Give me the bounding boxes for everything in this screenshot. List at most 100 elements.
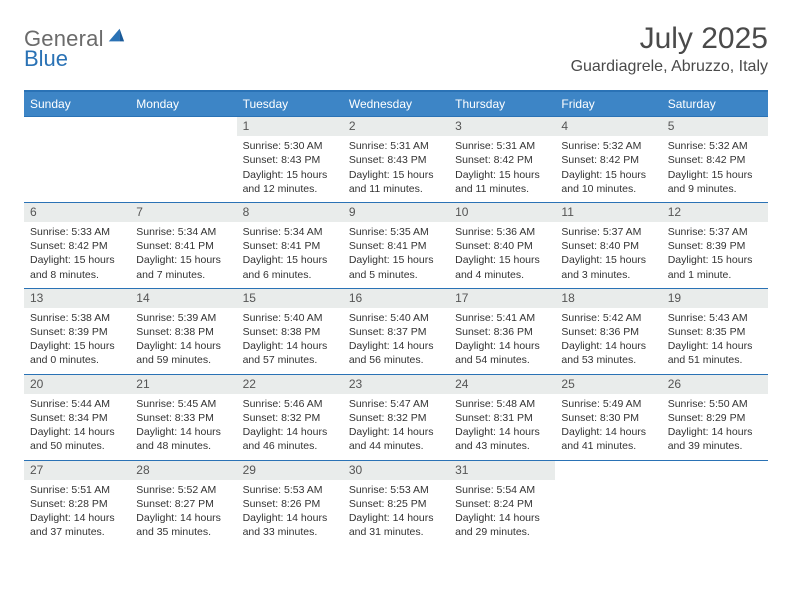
day-cell: 24Sunrise: 5:48 AMSunset: 8:31 PMDayligh… bbox=[449, 375, 555, 460]
daylight-text: Daylight: 15 hours and 0 minutes. bbox=[30, 339, 124, 367]
day-details: Sunrise: 5:39 AMSunset: 8:38 PMDaylight:… bbox=[130, 308, 236, 374]
day-cell: 14Sunrise: 5:39 AMSunset: 8:38 PMDayligh… bbox=[130, 289, 236, 374]
sunrise-text: Sunrise: 5:54 AM bbox=[455, 483, 549, 497]
day-number: 12 bbox=[662, 203, 768, 222]
day-cell: 19Sunrise: 5:43 AMSunset: 8:35 PMDayligh… bbox=[662, 289, 768, 374]
sunset-text: Sunset: 8:28 PM bbox=[30, 497, 124, 511]
daylight-text: Daylight: 15 hours and 8 minutes. bbox=[30, 253, 124, 281]
day-details: Sunrise: 5:37 AMSunset: 8:39 PMDaylight:… bbox=[662, 222, 768, 288]
day-number: 6 bbox=[24, 203, 130, 222]
sunset-text: Sunset: 8:40 PM bbox=[561, 239, 655, 253]
day-number: 13 bbox=[24, 289, 130, 308]
dayhead-sun: Sunday bbox=[24, 92, 130, 116]
day-details: Sunrise: 5:38 AMSunset: 8:39 PMDaylight:… bbox=[24, 308, 130, 374]
sunset-text: Sunset: 8:37 PM bbox=[349, 325, 443, 339]
day-details: Sunrise: 5:42 AMSunset: 8:36 PMDaylight:… bbox=[555, 308, 661, 374]
day-number: 22 bbox=[237, 375, 343, 394]
day-details: Sunrise: 5:31 AMSunset: 8:42 PMDaylight:… bbox=[449, 136, 555, 202]
sunset-text: Sunset: 8:39 PM bbox=[30, 325, 124, 339]
day-cell bbox=[555, 461, 661, 546]
sunrise-text: Sunrise: 5:52 AM bbox=[136, 483, 230, 497]
day-details: Sunrise: 5:46 AMSunset: 8:32 PMDaylight:… bbox=[237, 394, 343, 460]
day-details: Sunrise: 5:51 AMSunset: 8:28 PMDaylight:… bbox=[24, 480, 130, 546]
day-details: Sunrise: 5:43 AMSunset: 8:35 PMDaylight:… bbox=[662, 308, 768, 374]
sunrise-text: Sunrise: 5:43 AM bbox=[668, 311, 762, 325]
day-details: Sunrise: 5:48 AMSunset: 8:31 PMDaylight:… bbox=[449, 394, 555, 460]
day-number: 10 bbox=[449, 203, 555, 222]
week-row: 1Sunrise: 5:30 AMSunset: 8:43 PMDaylight… bbox=[24, 116, 768, 202]
dayhead-mon: Monday bbox=[130, 92, 236, 116]
sunset-text: Sunset: 8:42 PM bbox=[455, 153, 549, 167]
day-details: Sunrise: 5:41 AMSunset: 8:36 PMDaylight:… bbox=[449, 308, 555, 374]
day-details: Sunrise: 5:34 AMSunset: 8:41 PMDaylight:… bbox=[130, 222, 236, 288]
day-cell: 4Sunrise: 5:32 AMSunset: 8:42 PMDaylight… bbox=[555, 117, 661, 202]
day-number: 18 bbox=[555, 289, 661, 308]
sunrise-text: Sunrise: 5:53 AM bbox=[349, 483, 443, 497]
sunrise-text: Sunrise: 5:31 AM bbox=[349, 139, 443, 153]
sunset-text: Sunset: 8:24 PM bbox=[455, 497, 549, 511]
day-details: Sunrise: 5:31 AMSunset: 8:43 PMDaylight:… bbox=[343, 136, 449, 202]
day-details: Sunrise: 5:40 AMSunset: 8:38 PMDaylight:… bbox=[237, 308, 343, 374]
day-cell: 1Sunrise: 5:30 AMSunset: 8:43 PMDaylight… bbox=[237, 117, 343, 202]
daylight-text: Daylight: 15 hours and 3 minutes. bbox=[561, 253, 655, 281]
sunset-text: Sunset: 8:42 PM bbox=[561, 153, 655, 167]
daylight-text: Daylight: 14 hours and 59 minutes. bbox=[136, 339, 230, 367]
daylight-text: Daylight: 14 hours and 35 minutes. bbox=[136, 511, 230, 539]
sunset-text: Sunset: 8:41 PM bbox=[243, 239, 337, 253]
week-row: 6Sunrise: 5:33 AMSunset: 8:42 PMDaylight… bbox=[24, 202, 768, 288]
daylight-text: Daylight: 14 hours and 46 minutes. bbox=[243, 425, 337, 453]
sunrise-text: Sunrise: 5:44 AM bbox=[30, 397, 124, 411]
day-cell: 11Sunrise: 5:37 AMSunset: 8:40 PMDayligh… bbox=[555, 203, 661, 288]
day-cell: 7Sunrise: 5:34 AMSunset: 8:41 PMDaylight… bbox=[130, 203, 236, 288]
calendar: Sunday Monday Tuesday Wednesday Thursday… bbox=[24, 90, 768, 545]
day-number: 2 bbox=[343, 117, 449, 136]
week-row: 27Sunrise: 5:51 AMSunset: 8:28 PMDayligh… bbox=[24, 460, 768, 546]
day-number: 20 bbox=[24, 375, 130, 394]
dayhead-sat: Saturday bbox=[662, 92, 768, 116]
sunset-text: Sunset: 8:41 PM bbox=[136, 239, 230, 253]
day-cell: 9Sunrise: 5:35 AMSunset: 8:41 PMDaylight… bbox=[343, 203, 449, 288]
daylight-text: Daylight: 14 hours and 53 minutes. bbox=[561, 339, 655, 367]
day-number: 26 bbox=[662, 375, 768, 394]
day-cell: 22Sunrise: 5:46 AMSunset: 8:32 PMDayligh… bbox=[237, 375, 343, 460]
sunrise-text: Sunrise: 5:46 AM bbox=[243, 397, 337, 411]
day-number: 11 bbox=[555, 203, 661, 222]
day-details: Sunrise: 5:34 AMSunset: 8:41 PMDaylight:… bbox=[237, 222, 343, 288]
day-cell: 8Sunrise: 5:34 AMSunset: 8:41 PMDaylight… bbox=[237, 203, 343, 288]
day-cell: 21Sunrise: 5:45 AMSunset: 8:33 PMDayligh… bbox=[130, 375, 236, 460]
day-details: Sunrise: 5:36 AMSunset: 8:40 PMDaylight:… bbox=[449, 222, 555, 288]
sunrise-text: Sunrise: 5:35 AM bbox=[349, 225, 443, 239]
daylight-text: Daylight: 14 hours and 41 minutes. bbox=[561, 425, 655, 453]
day-number bbox=[662, 461, 768, 467]
sunrise-text: Sunrise: 5:51 AM bbox=[30, 483, 124, 497]
daylight-text: Daylight: 15 hours and 11 minutes. bbox=[455, 168, 549, 196]
sunset-text: Sunset: 8:38 PM bbox=[136, 325, 230, 339]
day-number bbox=[24, 117, 130, 123]
day-cell: 6Sunrise: 5:33 AMSunset: 8:42 PMDaylight… bbox=[24, 203, 130, 288]
day-cell bbox=[130, 117, 236, 202]
daylight-text: Daylight: 15 hours and 9 minutes. bbox=[668, 168, 762, 196]
day-cell: 3Sunrise: 5:31 AMSunset: 8:42 PMDaylight… bbox=[449, 117, 555, 202]
day-cell: 16Sunrise: 5:40 AMSunset: 8:37 PMDayligh… bbox=[343, 289, 449, 374]
sunrise-text: Sunrise: 5:36 AM bbox=[455, 225, 549, 239]
sunset-text: Sunset: 8:29 PM bbox=[668, 411, 762, 425]
sunset-text: Sunset: 8:26 PM bbox=[243, 497, 337, 511]
daylight-text: Daylight: 14 hours and 50 minutes. bbox=[30, 425, 124, 453]
location-text: Guardiagrele, Abruzzo, Italy bbox=[571, 58, 768, 76]
sail-icon bbox=[107, 27, 125, 45]
dayhead-wed: Wednesday bbox=[343, 92, 449, 116]
day-cell: 28Sunrise: 5:52 AMSunset: 8:27 PMDayligh… bbox=[130, 461, 236, 546]
day-number: 30 bbox=[343, 461, 449, 480]
sunrise-text: Sunrise: 5:50 AM bbox=[668, 397, 762, 411]
day-details: Sunrise: 5:40 AMSunset: 8:37 PMDaylight:… bbox=[343, 308, 449, 374]
daylight-text: Daylight: 15 hours and 10 minutes. bbox=[561, 168, 655, 196]
daylight-text: Daylight: 14 hours and 33 minutes. bbox=[243, 511, 337, 539]
daylight-text: Daylight: 15 hours and 1 minute. bbox=[668, 253, 762, 281]
sunrise-text: Sunrise: 5:39 AM bbox=[136, 311, 230, 325]
sunset-text: Sunset: 8:42 PM bbox=[668, 153, 762, 167]
sunrise-text: Sunrise: 5:34 AM bbox=[243, 225, 337, 239]
day-number: 1 bbox=[237, 117, 343, 136]
sunset-text: Sunset: 8:42 PM bbox=[30, 239, 124, 253]
brand-text-2: Blue bbox=[24, 46, 68, 72]
day-number: 5 bbox=[662, 117, 768, 136]
